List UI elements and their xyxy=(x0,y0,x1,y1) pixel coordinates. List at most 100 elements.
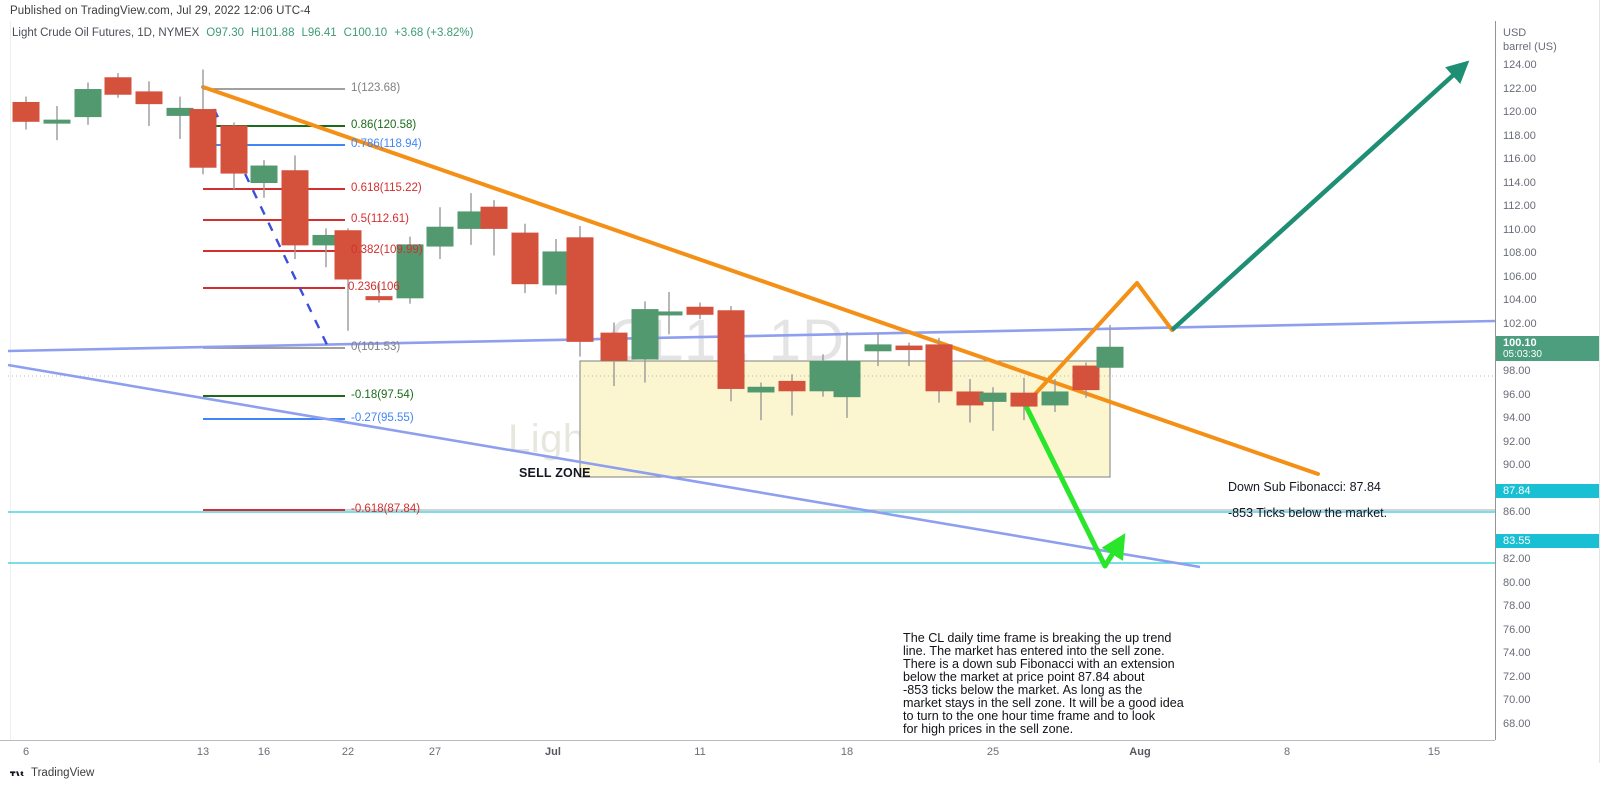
analysis-line-7: for high prices in the sell zone. xyxy=(903,722,1074,736)
pane-left-border xyxy=(10,21,11,740)
fib-label-10: -0.618(87.84) xyxy=(351,503,421,515)
price-axis[interactable]: USD barrel (US) 124.00 122.00 120.00 118.00… xyxy=(1495,0,1600,763)
fib-label-5: 0.382(109.99) xyxy=(351,244,423,256)
candlestick xyxy=(166,96,194,139)
price-tick-80-00: 80.00 xyxy=(1503,576,1531,589)
price-axis-unit-measure: barrel (US) xyxy=(1503,41,1557,53)
time-tick-Jul: Jul xyxy=(545,746,561,758)
candlestick xyxy=(135,81,163,127)
analysis-line-6: to turn to the one hour time frame and t… xyxy=(903,709,1156,723)
candlestick xyxy=(631,301,659,383)
last-price-badge[interactable]: 100.10 05:03:30 xyxy=(1496,336,1599,362)
time-tick-22: 22 xyxy=(341,746,355,758)
time-tick-27: 27 xyxy=(428,746,442,758)
candlestick xyxy=(74,82,102,125)
candlestick xyxy=(396,236,424,304)
candlestick xyxy=(566,226,594,357)
price-tick-76-00: 76.00 xyxy=(1503,623,1531,636)
candlestick xyxy=(426,207,454,259)
candlestick xyxy=(250,160,278,198)
price-tick-70-00: 70.00 xyxy=(1503,694,1531,707)
price-axis-unit-currency: USD xyxy=(1503,27,1527,39)
analysis-line-5: market stays in the sell zone. It will b… xyxy=(903,696,1184,710)
chart-pane[interactable]: CL1!, 1D Light Crude Oil Futures 1(123.6… xyxy=(0,21,1495,740)
candlestick xyxy=(104,73,132,98)
candlestick xyxy=(511,223,539,294)
price-tick-96-00: 96.00 xyxy=(1503,388,1531,401)
price-tick-104-00: 104.00 xyxy=(1503,294,1537,307)
chart-legend[interactable]: Light Crude Oil Futures, 1D, NYMEX O97.3… xyxy=(12,27,473,39)
time-tick-16: 16 xyxy=(257,746,271,758)
price-axis-separator xyxy=(1495,21,1496,740)
price-tick-118-00: 118.00 xyxy=(1503,129,1536,142)
time-tick-Aug: Aug xyxy=(1129,746,1151,758)
legend-symbol: Light Crude Oil Futures, 1D, NYMEX xyxy=(12,27,200,39)
time-tick-11: 11 xyxy=(694,746,706,758)
last-price-countdown: 05:03:30 xyxy=(1503,349,1542,361)
time-tick-18: 18 xyxy=(840,746,854,758)
candlestick xyxy=(600,322,628,387)
trendline-support-up xyxy=(7,319,1495,353)
price-tick-90-00: 90.00 xyxy=(1503,459,1531,472)
level-badge-1[interactable]: 83.55 xyxy=(1496,534,1599,548)
candlestick xyxy=(480,200,508,256)
candlestick xyxy=(833,331,861,418)
candlestick xyxy=(457,193,485,245)
price-tick-92-00: 92.00 xyxy=(1503,435,1531,448)
price-tick-124-00: 124.00 xyxy=(1503,59,1537,71)
candlestick xyxy=(1010,377,1038,421)
candlestick xyxy=(1096,324,1124,376)
analysis-line-4: -853 ticks below the market. As long as … xyxy=(903,683,1143,697)
fib-label-2: 0.786(118.94) xyxy=(351,138,422,150)
legend-close: C100.10 xyxy=(343,27,388,39)
fib-label-0: 1(123.68) xyxy=(351,82,401,94)
orange-projection-path xyxy=(1024,281,1174,406)
time-tick-15: 15 xyxy=(1427,746,1441,758)
fib-label-1: 0.86(120.58) xyxy=(351,119,417,131)
fib-label-9: -0.27(95.55) xyxy=(351,412,414,424)
level-badge-0[interactable]: 87.84 xyxy=(1496,483,1599,498)
ticks-below-market-note: -853 Ticks below the market. xyxy=(1228,506,1388,520)
sell-zone-label: SELL ZONE xyxy=(519,466,591,480)
legend-change: +3.68 (+3.82%) xyxy=(394,27,474,39)
candlestick xyxy=(12,96,40,130)
green-down-arrow xyxy=(1019,396,1126,569)
legend-open: O97.30 xyxy=(206,27,244,39)
candlestick xyxy=(778,374,806,416)
candlestick xyxy=(43,106,71,141)
legend-low: L96.41 xyxy=(301,27,337,39)
publish-text: Published on TradingView.com, Jul 29, 20… xyxy=(10,4,311,17)
price-tick-110-00: 110.00 xyxy=(1503,223,1536,236)
time-axis[interactable]: 6 13 16 22 27 Jul 11 18 25 Aug 8 15 xyxy=(0,740,1600,764)
chart-drawing-layer xyxy=(7,60,1495,569)
analysis-line-2: There is a down sub Fibonacci with an ex… xyxy=(903,657,1175,671)
candlestick xyxy=(1072,362,1100,398)
analysis-line-1: line. The market has entered into the se… xyxy=(903,644,1165,658)
time-axis-separator xyxy=(0,740,1495,741)
price-tick-114-00: 114.00 xyxy=(1503,176,1536,189)
analysis-text-note: The CL daily time frame is breaking the … xyxy=(903,632,1233,736)
teal-up-arrow xyxy=(1170,60,1470,332)
price-tick-78-00: 78.00 xyxy=(1503,600,1531,613)
fib-label-7: 0(101.53) xyxy=(351,341,401,353)
fib-label-8: -0.18(97.54) xyxy=(351,389,414,401)
price-tick-106-00: 106.00 xyxy=(1503,270,1537,283)
price-tick-122-00: 122.00 xyxy=(1503,82,1537,95)
time-tick-6: 6 xyxy=(22,746,30,758)
time-tick-25: 25 xyxy=(986,746,1000,758)
footer-brand: TradingView xyxy=(31,767,95,779)
analysis-line-0: The CL daily time frame is breaking the … xyxy=(903,631,1172,645)
candlestick xyxy=(747,382,775,421)
price-tick-72-00: 72.00 xyxy=(1503,670,1531,683)
candlestick xyxy=(220,122,248,190)
fib-label-4: 0.5(112.61) xyxy=(351,213,409,225)
time-tick-13: 13 xyxy=(196,746,210,758)
price-tick-74-00: 74.00 xyxy=(1503,647,1531,660)
footer[interactable]: TradingView xyxy=(10,767,94,779)
price-tick-112-00: 112.00 xyxy=(1503,200,1536,213)
candlestick xyxy=(365,283,393,303)
candlestick xyxy=(864,333,892,367)
publish-bar: Published on TradingView.com, Jul 29, 20… xyxy=(0,0,1600,21)
price-tick-120-00: 120.00 xyxy=(1503,106,1537,119)
price-tick-98-00: 98.00 xyxy=(1503,364,1531,377)
